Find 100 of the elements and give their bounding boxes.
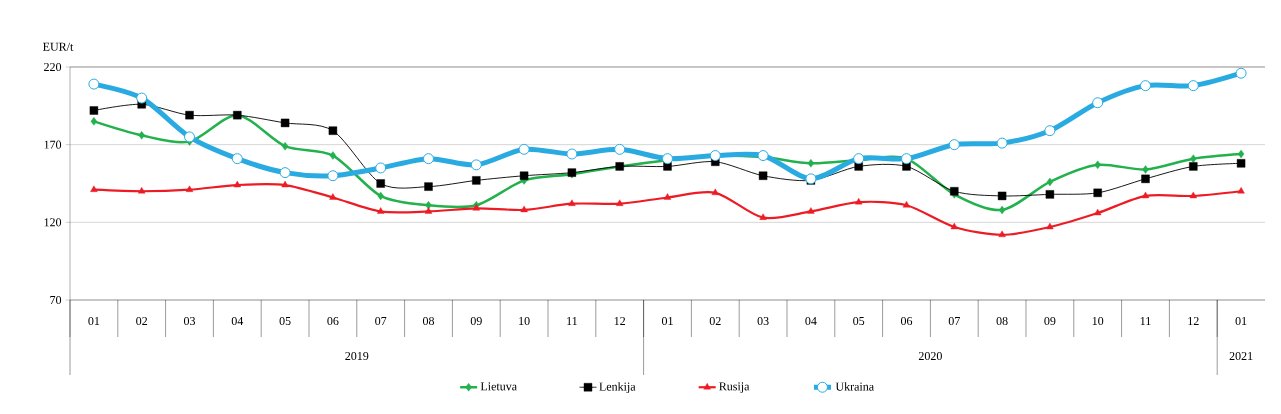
point [1094,160,1101,170]
point [758,171,768,180]
x-tick-label: 01 [1235,316,1247,326]
x-tick-label: 07 [948,316,960,326]
x-tick-label: 02 [136,316,148,326]
legend-label: Lenkija [599,382,636,394]
x-tick-label: 07 [375,316,387,326]
point [1045,190,1055,199]
point [996,137,1008,149]
point [329,193,337,200]
x-tick-label: 11 [567,317,577,325]
point [950,222,958,230]
point [1235,67,1247,79]
x-tick-label: 05 [279,316,291,326]
point [138,187,146,194]
point [519,171,529,180]
point [472,176,481,185]
point [279,167,291,179]
point [375,162,387,174]
point [807,159,815,168]
x-tick-label: 06 [900,316,913,326]
point [281,180,289,188]
x-tick-label: 08 [996,316,1008,326]
point [136,92,148,104]
point [1092,97,1104,109]
point [90,117,98,126]
point [327,170,339,182]
point [807,207,815,214]
point [280,118,290,128]
point [470,159,482,171]
point [233,180,241,188]
point [423,153,434,165]
point [185,185,194,192]
point [138,131,145,140]
point [328,126,338,135]
point [329,151,337,160]
point [855,197,863,205]
point [424,182,433,191]
point [231,153,243,165]
text: 2021 [1229,351,1253,361]
point [1141,174,1150,184]
x-tick-label: 10 [1092,316,1104,326]
text: 2019 [345,351,369,361]
text: 2020 [918,351,942,361]
point [185,110,194,120]
x-tick-label: 08 [422,316,435,326]
x-tick-label: 11 [1140,317,1151,325]
point [376,179,385,188]
point [902,201,911,208]
y-tick-label: 220 [44,62,62,72]
legend-label: Ukraina [835,382,874,391]
point [424,207,433,214]
point [520,205,528,213]
point [566,148,578,160]
point [997,191,1007,201]
x-tick-label: 09 [470,316,482,326]
y-tick-label: 70 [50,295,62,305]
legend-label: Lietuva [480,382,517,391]
x-tick-label: 06 [327,316,339,326]
point [1044,125,1056,137]
y-tick-label: 120 [44,218,62,227]
point [1093,188,1102,198]
point [1237,187,1245,194]
point [1141,191,1150,199]
point [518,143,530,155]
point [89,106,99,115]
point [1046,177,1054,187]
y-tick-label: 170 [44,140,62,149]
legend-label: Rusija [719,382,750,393]
x-tick-label: 03 [757,316,769,326]
point [998,205,1006,215]
point [1190,154,1197,163]
point [711,188,719,196]
point [1189,191,1197,199]
point [377,207,385,214]
y-axis-title: EUR/t [43,42,74,51]
point [663,193,672,200]
point [1236,159,1246,168]
point [1142,165,1149,174]
point [90,185,98,192]
point [568,199,576,206]
x-tick-label: 04 [231,316,244,326]
point [614,143,626,155]
x-tick-label: 04 [805,316,817,326]
point [759,213,767,220]
x-tick-label: 03 [183,316,196,326]
x-tick-label: 02 [709,316,721,326]
point [377,191,384,201]
point [998,230,1006,237]
point [1046,222,1054,230]
point [1187,80,1199,92]
x-tick-label: 12 [1188,317,1199,325]
point [948,139,960,151]
x-tick-label: 05 [853,316,865,326]
x-tick-label: 12 [614,317,626,325]
point [1237,149,1245,159]
point [425,201,432,210]
x-tick-label: 09 [1044,316,1056,326]
point [88,78,100,90]
point [281,142,289,151]
